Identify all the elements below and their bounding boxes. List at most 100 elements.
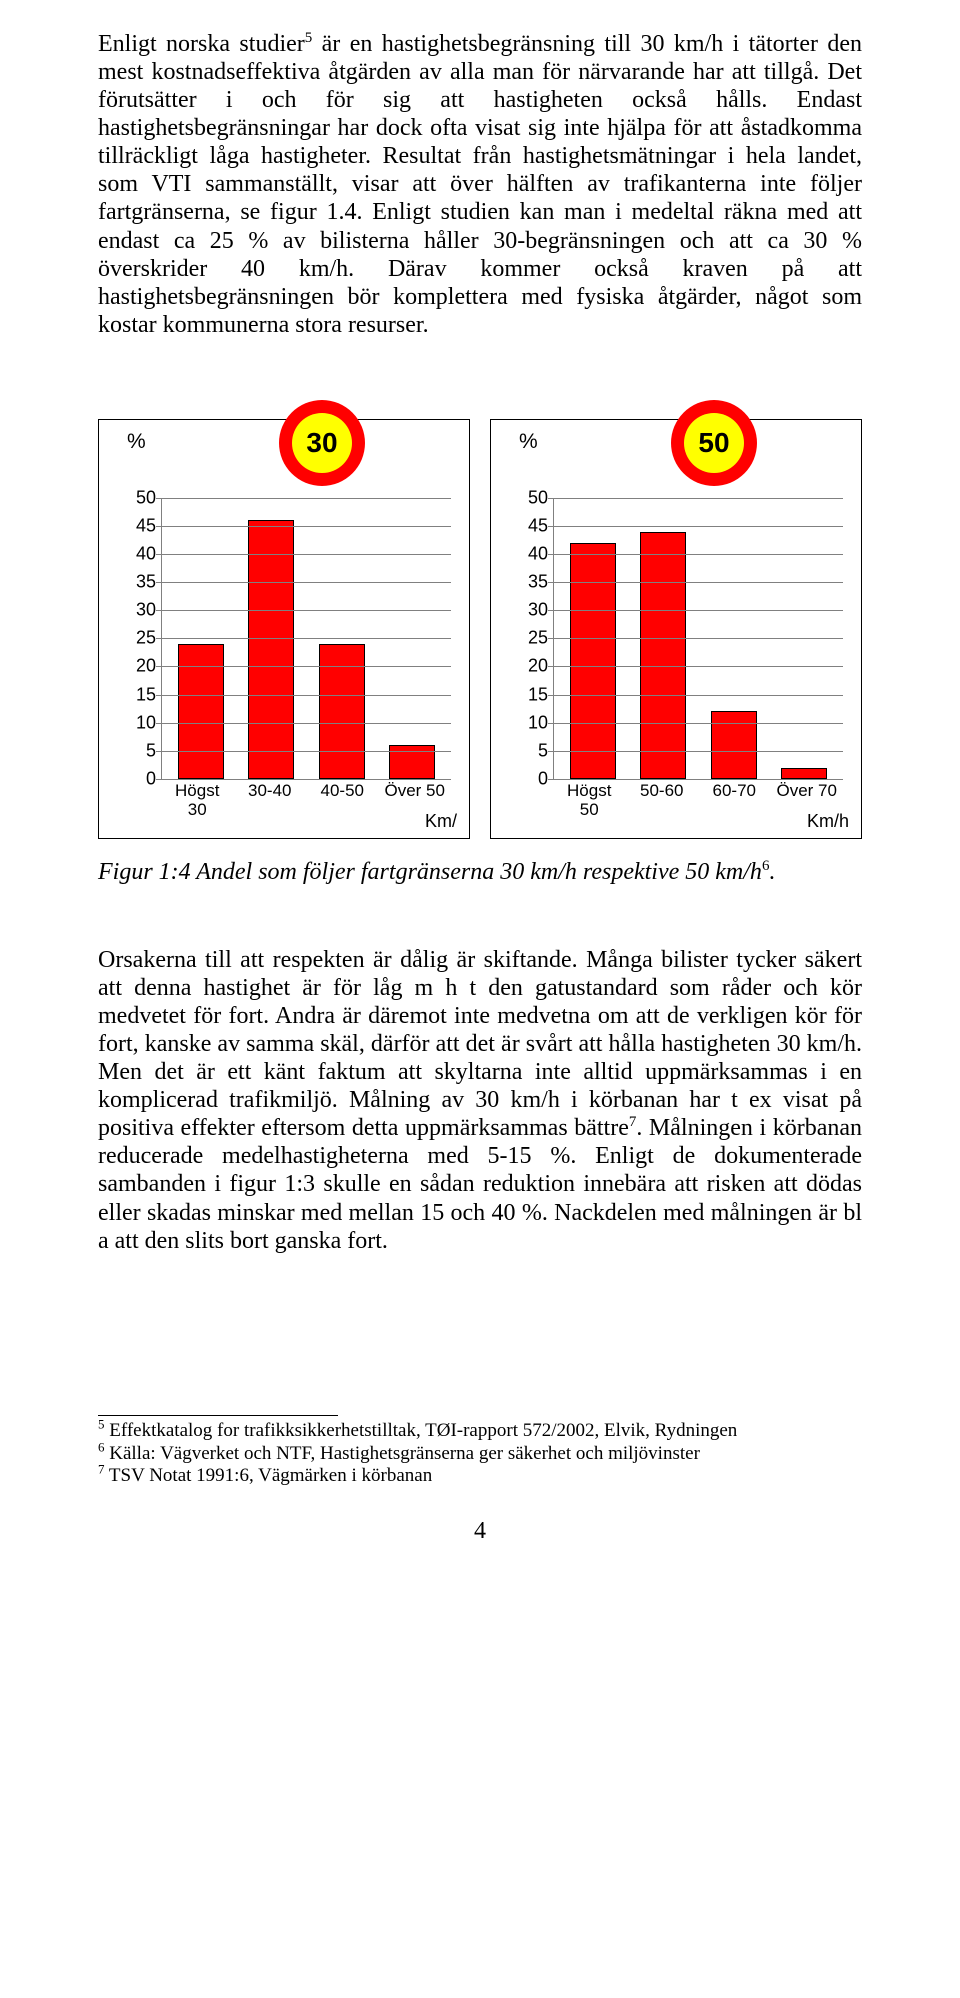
chart-50-tickmark	[548, 638, 554, 639]
chart-30-ytick: 25	[122, 628, 156, 649]
chart-50-gridline	[554, 638, 843, 639]
chart-50-gridline	[554, 695, 843, 696]
paragraph-1: Enligt norska studier5 är en hastighetsb…	[98, 30, 862, 339]
chart-30-pct: %	[127, 430, 146, 454]
chart-50-tickmark	[548, 582, 554, 583]
chart-30-tickmark	[156, 526, 162, 527]
chart-50-bar	[781, 768, 827, 779]
sign-outer-ring-50: 50	[671, 400, 757, 486]
chart-50-gridline	[554, 582, 843, 583]
charts-row: % 30 05101520253035404550 Högst 3030-404…	[98, 419, 862, 839]
chart-30-gridline	[162, 666, 451, 667]
chart-50-gridline	[554, 751, 843, 752]
chart-50-tickmark	[548, 751, 554, 752]
chart-30-gridline	[162, 638, 451, 639]
speed-sign-50: 50	[671, 400, 757, 486]
chart-50-plot: 05101520253035404550	[553, 498, 843, 780]
chart-50-xlabel: 60-70	[703, 782, 765, 819]
chart-30-header: %	[127, 430, 146, 454]
chart-30: % 30 05101520253035404550 Högst 3030-404…	[98, 419, 470, 839]
chart-50-ytick: 50	[514, 487, 548, 508]
chart-30-bar	[248, 520, 294, 779]
chart-50-tickmark	[548, 554, 554, 555]
chart-50-ytick: 5	[514, 740, 548, 761]
sign-inner-50: 50	[684, 413, 744, 473]
caption-head: Figur 1:4	[98, 859, 191, 885]
chart-30-gridline	[162, 526, 451, 527]
chart-50-ytick: 40	[514, 544, 548, 565]
chart-30-ytick: 40	[122, 544, 156, 565]
chart-30-tickmark	[156, 695, 162, 696]
chart-50-ytick: 20	[514, 656, 548, 677]
chart-30-ytick: 10	[122, 712, 156, 733]
chart-30-ytick: 20	[122, 656, 156, 677]
sign-inner-30: 30	[292, 413, 352, 473]
fn7-text: TSV Notat 1991:6, Vägmärken i körbanan	[105, 1465, 433, 1486]
chart-30-ytick: 15	[122, 684, 156, 705]
chart-30-xlabel: 40-50	[311, 782, 373, 819]
chart-50-tickmark	[548, 498, 554, 499]
chart-50-bar	[570, 543, 616, 779]
chart-30-ytick: 0	[122, 768, 156, 789]
caption-tail: .	[769, 859, 775, 885]
fn6-text: Källa: Vägverket och NTF, Hastighetsgrän…	[105, 1443, 700, 1464]
paragraph-2: Orsakerna till att respekten är dålig är…	[98, 946, 862, 1255]
para2-text-a: Orsakerna till att respekten är dålig är…	[98, 947, 862, 1141]
chart-30-bar	[319, 644, 365, 779]
chart-30-xlabels: Högst 3030-4040-50Över 50	[161, 782, 451, 819]
chart-50-gridline	[554, 526, 843, 527]
chart-50-tickmark	[548, 526, 554, 527]
chart-30-gridline	[162, 498, 451, 499]
chart-50-tickmark	[548, 610, 554, 611]
chart-30-ytick: 50	[122, 487, 156, 508]
chart-30-gridline	[162, 554, 451, 555]
chart-30-tickmark	[156, 779, 162, 780]
footnote-6: 6 Källa: Vägverket och NTF, Hastighetsgr…	[98, 1443, 862, 1466]
chart-50-unit: Km/h	[807, 811, 849, 832]
para1-text-b: är en hastighetsbegränsning till 30 km/h…	[98, 31, 862, 338]
chart-30-xlabel: 30-40	[239, 782, 301, 819]
figure-caption: Figur 1:4 Andel som följer fartgränserna…	[98, 859, 862, 886]
chart-50-tickmark	[548, 779, 554, 780]
footnote-7: 7 TSV Notat 1991:6, Vägmärken i körbanan	[98, 1465, 862, 1488]
chart-30-unit: Km/	[425, 811, 457, 832]
chart-50-xlabels: Högst 5050-6060-70Över 70	[553, 782, 843, 819]
chart-50-header: %	[519, 430, 538, 454]
chart-30-ytick: 35	[122, 572, 156, 593]
chart-50-tickmark	[548, 695, 554, 696]
chart-30-gridline	[162, 610, 451, 611]
chart-30-gridline	[162, 582, 451, 583]
chart-50-ytick: 15	[514, 684, 548, 705]
chart-50-xlabel: 50-60	[631, 782, 693, 819]
footnote-5: 5 Effektkatalog for trafikksikkerhetstil…	[98, 1420, 862, 1443]
chart-30-tickmark	[156, 751, 162, 752]
chart-50-bar	[711, 711, 757, 778]
chart-30-bar	[178, 644, 224, 779]
chart-50-ytick: 35	[514, 572, 548, 593]
chart-50: % 50 05101520253035404550 Högst 5050-606…	[490, 419, 862, 839]
chart-50-gridline	[554, 610, 843, 611]
chart-50-ytick: 25	[514, 628, 548, 649]
chart-50-gridline	[554, 498, 843, 499]
chart-50-ytick: 0	[514, 768, 548, 789]
speed-sign-30: 30	[279, 400, 365, 486]
sign-outer-ring: 30	[279, 400, 365, 486]
chart-50-ytick: 10	[514, 712, 548, 733]
chart-30-tickmark	[156, 723, 162, 724]
chart-30-tickmark	[156, 582, 162, 583]
chart-50-bar	[640, 532, 686, 779]
chart-30-gridline	[162, 723, 451, 724]
chart-50-ytick: 45	[514, 515, 548, 536]
chart-50-pct: %	[519, 430, 538, 454]
chart-30-tickmark	[156, 638, 162, 639]
page: Enligt norska studier5 är en hastighetsb…	[0, 0, 960, 1585]
fn5-text: Effektkatalog for trafikksikkerhetstillt…	[105, 1420, 738, 1441]
chart-30-gridline	[162, 695, 451, 696]
chart-30-tickmark	[156, 554, 162, 555]
caption-body: Andel som följer fartgränserna 30 km/h r…	[191, 859, 762, 885]
footnote-separator	[98, 1415, 338, 1416]
chart-30-tickmark	[156, 498, 162, 499]
chart-30-plot: 05101520253035404550	[161, 498, 451, 780]
chart-50-tickmark	[548, 666, 554, 667]
chart-50-gridline	[554, 554, 843, 555]
